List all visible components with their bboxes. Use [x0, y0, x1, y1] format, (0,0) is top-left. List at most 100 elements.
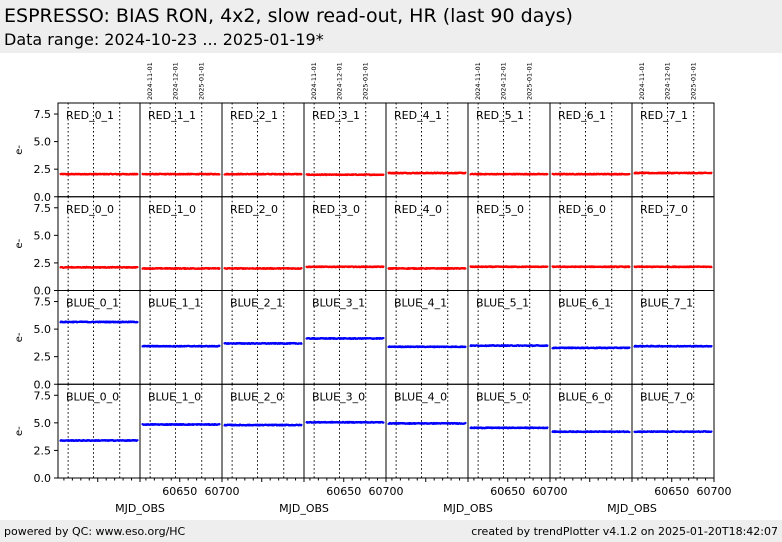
data-point [464, 267, 467, 270]
panel-label: RED_6_1 [558, 109, 606, 122]
panel-blue-1-1: BLUE_1_1 [139, 290, 223, 385]
data-point [628, 172, 631, 176]
y-tick-label: 5.0 [34, 229, 52, 242]
y-tick-label: 2.5 [34, 351, 52, 364]
series-red-4-0 [387, 266, 467, 270]
y-tick-label: 5.0 [34, 417, 52, 430]
series-red-6-1 [551, 172, 631, 176]
date-label: 2025-01-01 [362, 62, 370, 100]
panel-label: RED_0_1 [66, 109, 114, 122]
y-tick-label: 7.5 [34, 389, 52, 402]
series-blue-4-1 [387, 345, 467, 349]
y-axis-label: e- [14, 145, 25, 155]
y-axis-label: e- [14, 332, 25, 342]
date-label: 2024-11-01 [310, 62, 318, 100]
y-tick-label: 0.0 [34, 285, 52, 298]
date-label: 2024-11-01 [638, 62, 646, 100]
date-label: 2024-12-01 [664, 62, 672, 100]
panel-label: BLUE_0_0 [66, 390, 119, 403]
panel-red-5-0: RED_5_0 [467, 196, 551, 291]
panel-blue-2-1: BLUE_2_1 [221, 290, 305, 385]
series-red-5-1 [469, 172, 549, 176]
y-tick-label: 7.5 [34, 202, 52, 215]
series-blue-3-1 [305, 336, 385, 340]
data-point [710, 345, 713, 348]
series-red-3-1 [305, 173, 385, 177]
date-label: 2024-11-01 [146, 62, 154, 100]
panel-label: RED_2_1 [230, 109, 278, 122]
date-label: 2025-01-01 [526, 62, 534, 100]
y-tick-label: 2.5 [34, 257, 52, 270]
series-red-2-0 [223, 266, 303, 270]
y-tick-label: 5.0 [34, 323, 52, 336]
data-point [218, 173, 221, 176]
data-point [382, 265, 385, 268]
panel-label: RED_6_0 [558, 203, 606, 216]
panel-label: RED_4_1 [394, 109, 442, 122]
panel-label: BLUE_1_1 [148, 297, 201, 310]
data-point [218, 423, 221, 426]
data-point [464, 171, 467, 174]
y-tick-label: 5.0 [34, 136, 52, 149]
panel-blue-3-1: BLUE_3_1 [303, 290, 387, 385]
data-point [136, 321, 139, 324]
y-tick-label: 7.5 [34, 296, 52, 309]
data-point [218, 344, 221, 347]
header-bar: ESPRESSO: BIAS RON, 4x2, slow read-out, … [0, 0, 782, 53]
date-label: 2025-01-01 [198, 62, 206, 100]
panel-blue-0-0: BLUE_0_00.02.55.07.5e- [14, 383, 141, 485]
y-axis-label: e- [14, 426, 25, 436]
data-point [710, 171, 713, 174]
series-blue-7-1 [633, 344, 713, 348]
panel-label: BLUE_0_1 [66, 297, 119, 310]
series-red-7-0 [633, 265, 713, 269]
data-point [710, 266, 713, 269]
series-red-0-0 [59, 265, 139, 269]
series-red-3-0 [305, 265, 385, 269]
series-blue-5-1 [469, 344, 549, 348]
data-point [546, 173, 549, 176]
data-point [546, 265, 549, 268]
series-red-5-0 [469, 265, 549, 269]
panel-blue-0-1: BLUE_0_10.02.55.07.5e- [14, 290, 141, 391]
series-blue-0-0 [59, 438, 139, 443]
panel-label: BLUE_3_1 [312, 297, 365, 310]
panel-blue-4-1: BLUE_4_1 [385, 290, 469, 385]
chart-subtitle: Data range: 2024-10-23 ... 2025-01-19* [4, 30, 324, 49]
series-blue-6-1 [551, 346, 631, 350]
data-point [546, 344, 549, 347]
series-blue-0-1 [59, 320, 139, 324]
data-point [300, 267, 303, 270]
series-red-6-0 [551, 265, 631, 269]
series-red-1-1 [141, 172, 221, 176]
panel-label: RED_0_0 [66, 203, 114, 216]
y-tick-label: 7.5 [34, 108, 52, 121]
panel-label: BLUE_2_1 [230, 297, 283, 310]
series-red-2-1 [223, 172, 303, 176]
data-point [218, 267, 221, 270]
series-blue-1-0 [141, 422, 221, 427]
series-red-0-1 [59, 172, 139, 176]
date-label: 2025-01-01 [690, 62, 698, 100]
date-label: 2024-12-01 [500, 62, 508, 100]
data-point [382, 173, 385, 176]
panel-blue-7-1: BLUE_7_1 [631, 290, 715, 385]
chart-title: ESPRESSO: BIAS RON, 4x2, slow read-out, … [4, 5, 573, 27]
series-red-4-1 [387, 171, 467, 175]
y-tick-label: 0.0 [34, 472, 52, 485]
panel-label: BLUE_5_1 [476, 297, 529, 310]
panel-blue-6-1: BLUE_6_1 [549, 290, 633, 385]
panel-label: RED_5_0 [476, 203, 524, 216]
panel-label: RED_1_0 [148, 203, 196, 216]
panel-red-6-1: RED_6_1 [549, 102, 633, 198]
panel-red-6-0: RED_6_0 [549, 196, 633, 291]
panel-red-2-1: RED_2_1 [221, 102, 305, 198]
date-label: 2024-11-01 [474, 62, 482, 100]
date-label: 2024-12-01 [172, 62, 180, 100]
panel-label: RED_3_1 [312, 109, 360, 122]
panel-red-4-1: RED_4_1 [385, 102, 469, 198]
